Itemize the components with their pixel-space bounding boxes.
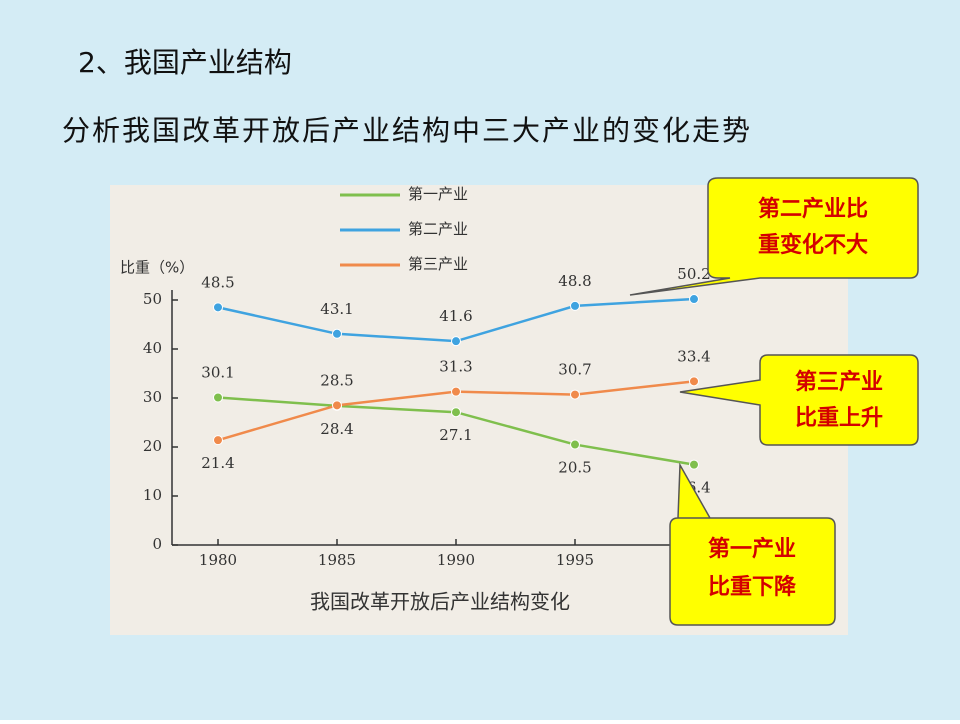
callout-text: 比重下降 <box>708 575 797 600</box>
data-point <box>332 328 342 339</box>
data-point <box>570 389 580 400</box>
callout-text: 第二产业比 <box>758 196 868 222</box>
y-tick-label: 10 <box>143 486 162 504</box>
data-point <box>213 302 223 313</box>
data-label: 33.4 <box>677 347 710 365</box>
data-point <box>451 407 461 418</box>
data-label: 41.6 <box>439 307 472 325</box>
callout-text: 重变化不大 <box>758 232 868 258</box>
data-label: 48.5 <box>201 273 234 291</box>
data-label: 48.8 <box>558 272 591 290</box>
legend-label: 第三产业 <box>408 255 468 273</box>
data-point <box>689 459 699 470</box>
data-label: 50.2 <box>677 265 710 283</box>
data-point <box>451 336 461 347</box>
data-point <box>689 376 699 387</box>
callout-box <box>669 462 836 626</box>
y-tick-label: 50 <box>143 290 162 308</box>
data-point <box>213 435 223 446</box>
legend-label: 第二产业 <box>408 220 468 238</box>
data-point <box>451 386 461 397</box>
data-point <box>213 392 223 403</box>
y-tick-label: 20 <box>143 437 162 455</box>
y-tick-label: 40 <box>143 339 162 357</box>
callout-box <box>629 177 919 296</box>
heading: 2、我国产业结构 <box>78 46 292 79</box>
data-label: 28.4 <box>320 420 353 438</box>
data-point <box>570 300 580 311</box>
data-label: 21.4 <box>201 454 234 472</box>
data-point <box>689 294 699 305</box>
data-label: 31.3 <box>439 358 472 376</box>
legend-label: 第一产业 <box>408 185 468 203</box>
x-tick-label: 1995 <box>556 551 594 569</box>
data-point <box>570 439 580 450</box>
data-label: 20.5 <box>558 459 591 477</box>
x-tick-label: 1990 <box>437 551 475 569</box>
data-point <box>332 400 342 411</box>
x-tick-label: 1980 <box>199 551 237 569</box>
data-label: 30.7 <box>558 361 591 379</box>
y-tick-label: 0 <box>152 535 162 553</box>
data-label: 28.5 <box>320 371 353 389</box>
y-axis-label: 比重（%） <box>120 259 194 277</box>
callout-text: 第一产业 <box>708 536 796 562</box>
callout-box <box>679 354 919 446</box>
data-label: 43.1 <box>320 300 353 318</box>
chart-title: 我国改革开放后产业结构变化 <box>310 590 570 614</box>
subheading: 分析我国改革开放后产业结构中三大产业的变化走势 <box>62 114 752 147</box>
data-label: 30.1 <box>201 364 234 382</box>
y-tick-label: 30 <box>143 388 162 406</box>
callout-text: 比重上升 <box>795 406 883 431</box>
x-tick-label: 1985 <box>318 551 356 569</box>
callout-text: 第三产业 <box>795 369 883 395</box>
data-label: 27.1 <box>439 426 472 444</box>
